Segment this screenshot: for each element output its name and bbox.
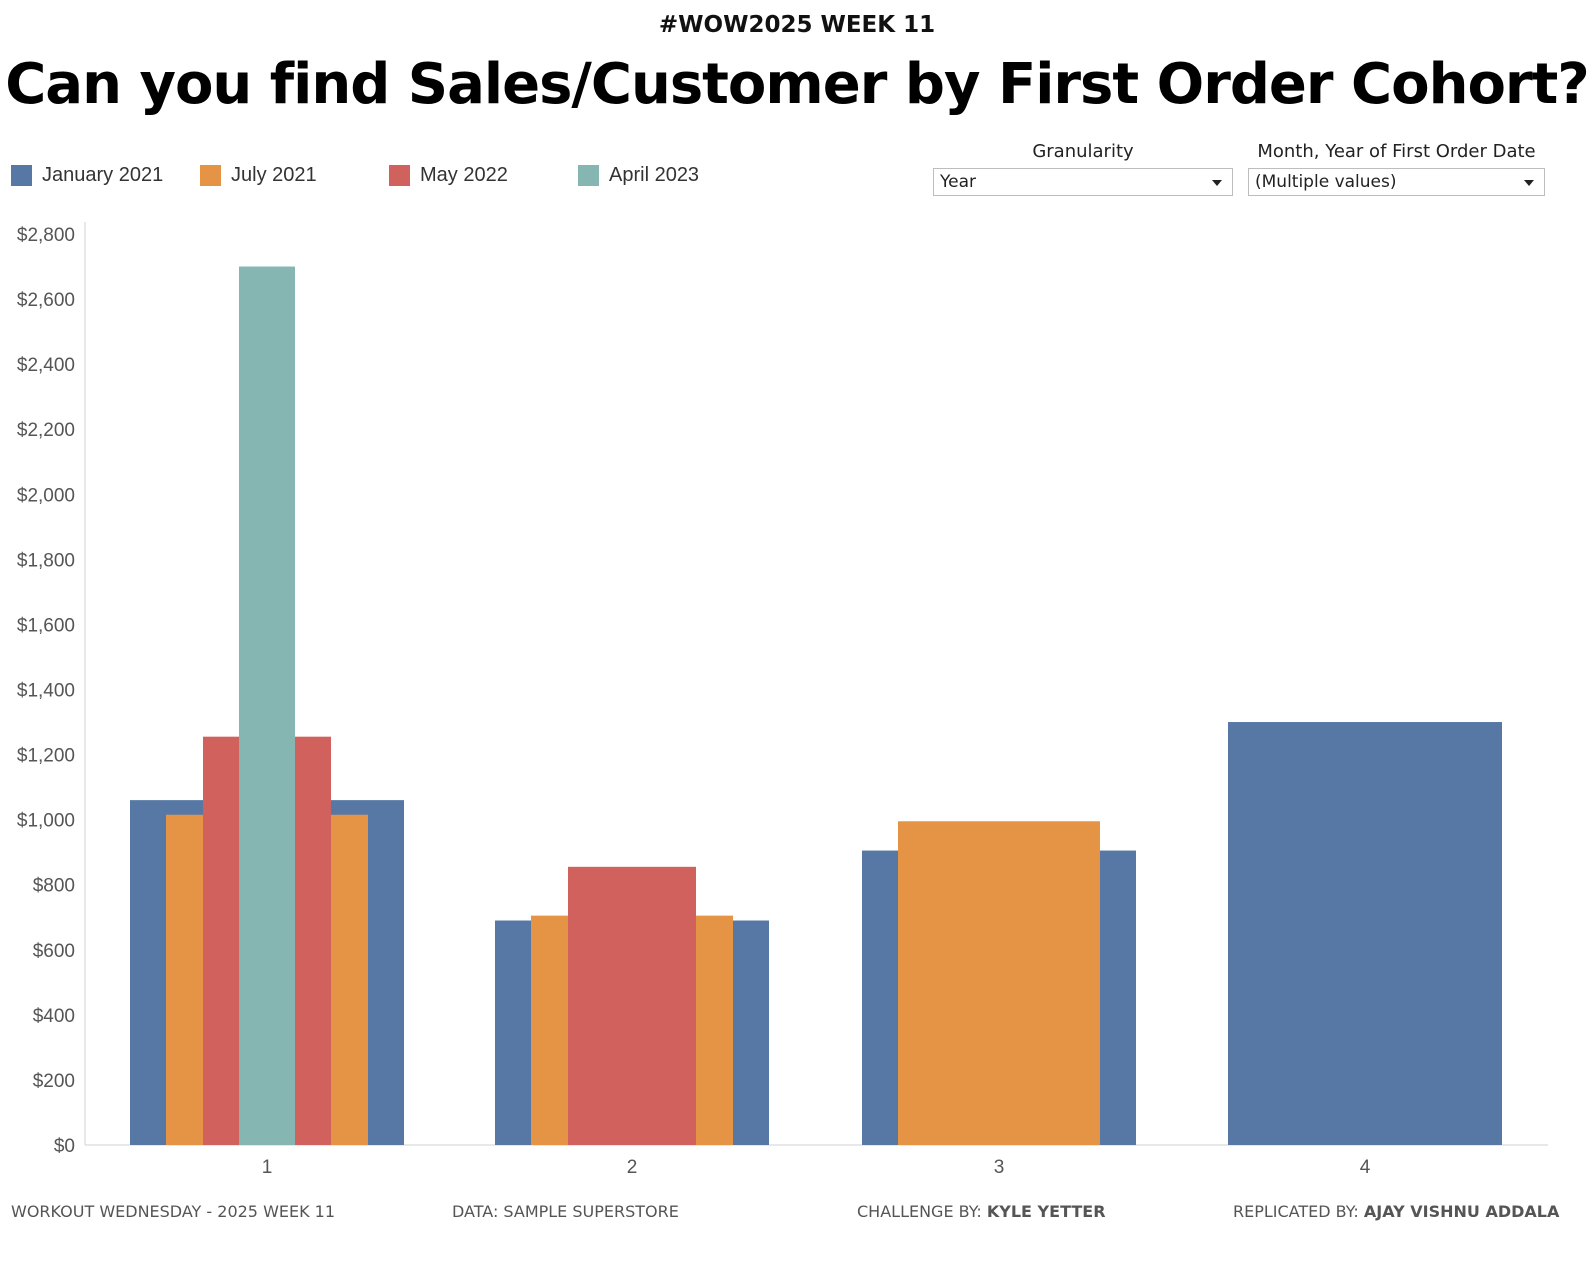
y-tick-label: $2,600: [17, 290, 75, 311]
footer-replicated-prefix: REPLICATED BY:: [1233, 1202, 1364, 1221]
legend-item-may-2022[interactable]: May 2022: [389, 163, 508, 187]
footer-data-source: DATA: SAMPLE SUPERSTORE: [452, 1202, 679, 1221]
legend-label: April 2023: [609, 163, 700, 186]
bar-may-2022-2: [568, 866, 696, 1145]
first-order-date-dropdown[interactable]: (Multiple values): [1248, 168, 1545, 196]
bar-january-2021-4: [1228, 722, 1502, 1145]
footer-workout: WORKOUT WEDNESDAY - 2025 WEEK 11: [11, 1202, 336, 1221]
legend-item-july-2021[interactable]: July 2021: [200, 163, 317, 187]
footer-challenge-name: KYLE YETTER: [986, 1202, 1106, 1221]
granularity-dropdown[interactable]: Year: [933, 168, 1233, 196]
legend-label: May 2022: [420, 163, 508, 186]
legend-swatch: [11, 164, 32, 186]
y-tick-label: $400: [33, 1006, 75, 1027]
granularity-label: Granularity: [1032, 141, 1134, 162]
y-tick-label: $1,600: [17, 615, 75, 636]
x-tick-label: 2: [627, 1157, 638, 1178]
chevron-down-icon: [1212, 180, 1222, 186]
legend-swatch: [200, 164, 221, 186]
y-tick-label: $1,800: [17, 550, 75, 571]
x-tick-label: 4: [1360, 1157, 1371, 1178]
legend-swatch: [578, 164, 599, 186]
dashboard-title: Can you find Sales/Customer by First Ord…: [5, 52, 1590, 117]
y-tick-label: $1,200: [17, 746, 75, 767]
legend-label: July 2021: [231, 163, 317, 186]
y-tick-label: $2,800: [17, 225, 75, 246]
legend-swatch: [389, 164, 410, 186]
first-order-date-value: (Multiple values): [1255, 172, 1397, 192]
y-tick-label: $0: [54, 1136, 75, 1157]
y-tick-label: $600: [33, 941, 75, 962]
footer-replicated: REPLICATED BY: AJAY VISHNU ADDALA: [1233, 1202, 1559, 1221]
chevron-down-icon: [1524, 180, 1534, 186]
y-tick-label: $2,000: [17, 485, 75, 506]
legend-item-april-2023[interactable]: April 2023: [578, 163, 699, 187]
footer-replicated-name: AJAY VISHNU ADDALA: [1363, 1202, 1560, 1221]
granularity-value: Year: [940, 172, 976, 192]
bar-july-2021-3: [898, 821, 1100, 1145]
y-tick-label: $200: [33, 1071, 75, 1092]
y-tick-label: $800: [33, 876, 75, 897]
y-tick-label: $2,400: [17, 355, 75, 376]
y-tick-label: $1,400: [17, 681, 75, 702]
dashboard-subtitle: #WOW2025 WEEK 11: [658, 12, 936, 38]
footer-challenge: CHALLENGE BY: KYLE YETTER: [857, 1202, 1106, 1221]
y-tick-label: $1,000: [17, 811, 75, 832]
sales-per-customer-chart: $0 $200 $400 $600 $800 $1,000 $1,200 $1,400 $1,6…: [17, 222, 1548, 1178]
y-tick-label: $2,200: [17, 420, 75, 441]
x-tick-label: 3: [994, 1157, 1005, 1178]
first-order-date-label: Month, Year of First Order Date: [1257, 141, 1536, 162]
x-tick-label: 1: [262, 1157, 273, 1178]
footer-challenge-prefix: CHALLENGE BY:: [857, 1202, 987, 1221]
bar-april-2023-1: [239, 266, 295, 1145]
legend-label: January 2021: [42, 163, 164, 186]
legend-item-january-2021[interactable]: January 2021: [11, 163, 163, 187]
